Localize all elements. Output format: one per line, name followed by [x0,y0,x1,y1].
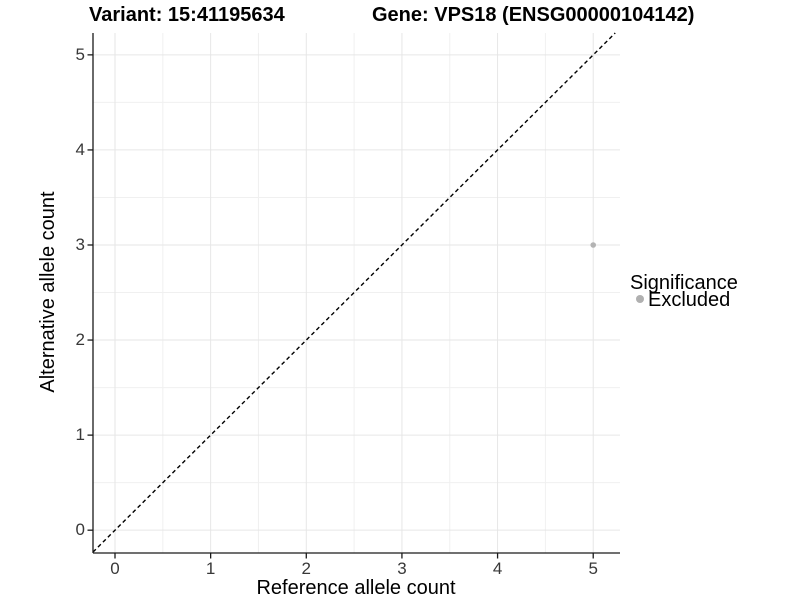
identity-line [92,32,616,553]
y-tick-label: 2 [75,330,85,350]
legend-title: Significance [630,272,738,294]
x-tick-label: 4 [492,559,503,578]
legend-key-excluded [636,295,644,303]
x-axis-title: Reference allele count [256,577,456,599]
x-tick-label: 2 [301,559,312,578]
x-tick-label: 0 [110,559,120,578]
y-tick-label: 4 [75,139,85,159]
y-tick-label: 3 [75,234,85,254]
x-tick-label: 1 [205,559,216,578]
variant-title: Variant: 15:41195634 [89,4,285,26]
y-tick-label: 1 [75,425,85,445]
gene-title: Gene: VPS18 (ENSG00000104142) [372,4,695,26]
x-tick-label: 5 [588,559,598,578]
x-tick-label: 3 [397,559,407,578]
legend-item-excluded-label: Excluded [648,289,731,311]
y-tick-label: 0 [75,520,85,540]
y-tick-label: 5 [75,44,85,64]
data-point [590,242,597,248]
y-axis-title: Alternative allele count [37,191,59,393]
legend-dot-icon [636,295,644,303]
